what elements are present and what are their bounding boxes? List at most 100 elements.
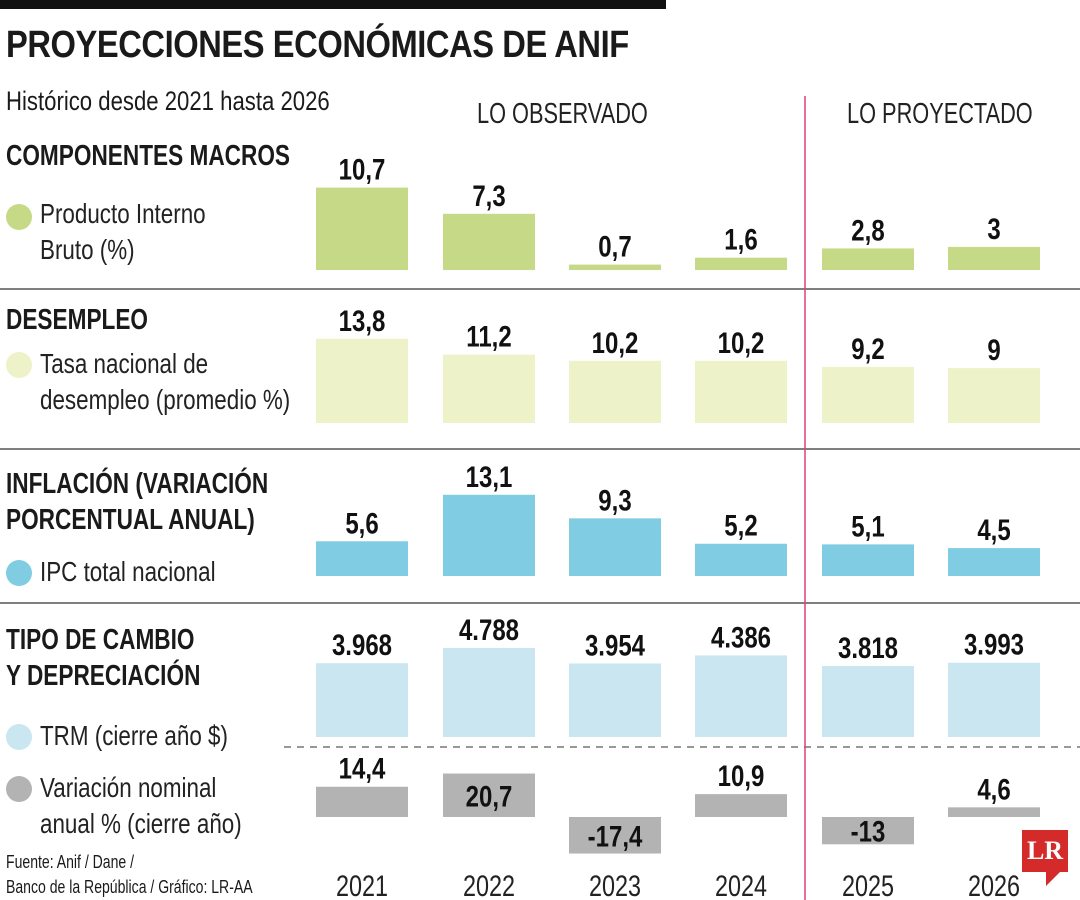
legend-dot-unemployment bbox=[6, 352, 32, 378]
bar-4-2021 bbox=[316, 786, 408, 817]
section-title-line: COMPONENTES MACROS bbox=[6, 140, 291, 172]
data-label: 20,7 bbox=[466, 779, 513, 813]
legend-inflation: IPC total nacional bbox=[0, 554, 300, 590]
bar-1-2024 bbox=[695, 360, 787, 423]
section-title-line: DESEMPLEO bbox=[6, 304, 149, 336]
bar-0-2021 bbox=[316, 187, 408, 270]
bar-0-2026 bbox=[948, 246, 1040, 270]
data-label: 14,4 bbox=[339, 751, 386, 785]
section-title-inflation: INFLACIÓN (VARIACIÓN PORCENTUAL ANUAL) bbox=[6, 466, 268, 538]
x-tick-label: 2021 bbox=[336, 869, 388, 900]
legend-text: Producto Interno Bruto (%) bbox=[0, 196, 240, 268]
data-label: 10,9 bbox=[718, 759, 765, 793]
data-label: 5,2 bbox=[724, 508, 757, 542]
data-label: 1,6 bbox=[724, 222, 757, 256]
data-label: 10,2 bbox=[592, 325, 639, 359]
bar-2-2022 bbox=[443, 494, 535, 576]
data-label: 3.993 bbox=[964, 627, 1024, 661]
bar-1-2022 bbox=[443, 354, 535, 423]
section-title-line: INFLACIÓN (VARIACIÓN bbox=[6, 468, 269, 500]
bar-3-2025 bbox=[822, 665, 914, 737]
section-title-line: Y DEPRECIACIÓN bbox=[6, 660, 201, 692]
legend-line: anual % (cierre año) bbox=[40, 808, 242, 839]
legend-line: TRM (cierre año $) bbox=[40, 720, 228, 751]
data-label: 9 bbox=[987, 332, 1000, 366]
bar-1-2026 bbox=[948, 368, 1040, 423]
bar-2-2024 bbox=[695, 543, 787, 576]
legend-text: Variación nominal anual % (cierre año) bbox=[0, 770, 242, 842]
data-label: 4.386 bbox=[711, 620, 771, 654]
bar-1-2023 bbox=[569, 360, 661, 423]
bar-4-2024 bbox=[695, 794, 787, 817]
data-label: 13,8 bbox=[339, 303, 386, 337]
legend-unemployment: Tasa nacional de desempleo (promedio %) bbox=[0, 346, 300, 418]
legend-text: IPC total nacional bbox=[0, 554, 240, 590]
bar-0-2025 bbox=[822, 248, 914, 270]
x-tick-label: 2025 bbox=[842, 869, 894, 900]
data-label: 9,3 bbox=[598, 483, 631, 517]
legend-text: TRM (cierre año $) bbox=[0, 718, 240, 754]
data-label: 11,2 bbox=[466, 319, 511, 353]
bar-4-2023 bbox=[569, 817, 661, 854]
data-label: 10,7 bbox=[339, 152, 386, 186]
bar-4-2022 bbox=[443, 773, 535, 817]
data-label: -13 bbox=[851, 814, 886, 848]
legend-line: Producto Interno bbox=[40, 198, 206, 229]
legend-dot-variation bbox=[6, 776, 32, 802]
legend-variation: Variación nominal anual % (cierre año) bbox=[0, 770, 300, 842]
bar-3-2022 bbox=[443, 647, 535, 737]
data-label: 3.954 bbox=[585, 628, 645, 662]
lr-logo: LR bbox=[1022, 830, 1068, 886]
legend-dot-gdp bbox=[6, 204, 32, 230]
data-label: 9,2 bbox=[851, 331, 884, 365]
legend-line: Tasa nacional de bbox=[40, 348, 209, 379]
chart-title: PROYECCIONES ECONÓMICAS DE ANIF bbox=[6, 24, 629, 66]
legend-line: Variación nominal bbox=[40, 772, 217, 803]
bar-3-2021 bbox=[316, 663, 408, 737]
source-note: Fuente: Anif / Dane / Banco de la Repúbli… bbox=[6, 850, 253, 900]
observed-header: LO OBSERVADO bbox=[477, 98, 648, 130]
data-label: 13,1 bbox=[466, 459, 513, 493]
bar-0-2022 bbox=[443, 213, 535, 270]
data-label: 4.788 bbox=[459, 612, 519, 646]
source-line: Banco de la República / Gráfico: LR-AA bbox=[6, 877, 253, 897]
bar-0-2023 bbox=[569, 264, 661, 270]
top-rule bbox=[0, 0, 666, 9]
bar-3-2024 bbox=[695, 655, 787, 737]
data-label: 3 bbox=[987, 211, 1000, 245]
bar-1-2021 bbox=[316, 338, 408, 423]
data-label: 2,8 bbox=[851, 213, 884, 247]
section-title-line: PORCENTUAL ANUAL) bbox=[6, 504, 255, 536]
data-label: 10,2 bbox=[718, 325, 765, 359]
bar-1-2025 bbox=[822, 366, 914, 423]
source-line: Fuente: Anif / Dane / bbox=[6, 852, 135, 872]
legend-line: Bruto (%) bbox=[40, 234, 135, 265]
bar-2-2023 bbox=[569, 518, 661, 576]
data-label: 3.968 bbox=[332, 628, 392, 662]
section-title-exchange: TIPO DE CAMBIO Y DEPRECIACIÓN bbox=[6, 622, 200, 694]
legend-line: IPC total nacional bbox=[40, 556, 216, 587]
data-label: -17,4 bbox=[588, 819, 643, 853]
legend-dot-trm bbox=[6, 724, 32, 750]
x-tick-label: 2022 bbox=[463, 869, 515, 900]
data-label: 4,5 bbox=[977, 512, 1010, 546]
bar-3-2023 bbox=[569, 663, 661, 737]
x-tick-label: 2023 bbox=[589, 869, 641, 900]
bar-0-2024 bbox=[695, 257, 787, 270]
legend-dot-inflation bbox=[6, 560, 32, 586]
data-label: 3.818 bbox=[838, 630, 898, 664]
legend-gdp: Producto Interno Bruto (%) bbox=[0, 196, 300, 268]
section-title-macros: COMPONENTES MACROS bbox=[6, 138, 290, 174]
bar-2-2021 bbox=[316, 541, 408, 576]
chart-subtitle: Histórico desde 2021 hasta 2026 bbox=[6, 86, 330, 116]
data-label: 7,3 bbox=[472, 178, 505, 212]
projected-header: LO PROYECTADO bbox=[847, 98, 1033, 130]
bar-2-2026 bbox=[948, 548, 1040, 576]
legend-trm: TRM (cierre año $) bbox=[0, 718, 300, 754]
data-label: 5,1 bbox=[851, 509, 884, 543]
bar-2-2025 bbox=[822, 544, 914, 576]
bar-3-2026 bbox=[948, 662, 1040, 737]
data-label: 5,6 bbox=[345, 506, 378, 540]
x-tick-label: 2026 bbox=[968, 869, 1020, 900]
